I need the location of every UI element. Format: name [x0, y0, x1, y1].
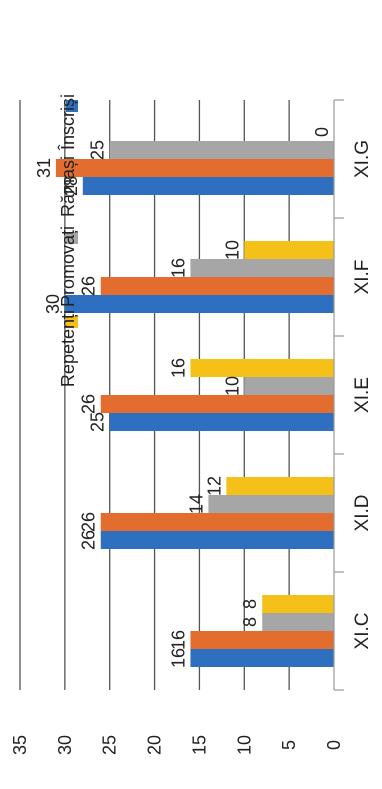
bar-XIC-1 — [190, 631, 334, 649]
value-tick-label: 10 — [234, 735, 254, 755]
data-label: 10 — [222, 240, 242, 260]
bar-XIG-0 — [82, 177, 334, 195]
data-label: 0 — [312, 127, 332, 137]
bar-XIF-3 — [244, 241, 334, 259]
bar-XIG-2 — [109, 141, 334, 159]
value-tick-label: 15 — [189, 735, 209, 755]
data-label: 14 — [186, 494, 206, 514]
bar-XIC-2 — [262, 613, 334, 631]
data-label: 26 — [79, 276, 99, 296]
data-label: 16 — [168, 630, 188, 650]
bar-XIF-0 — [64, 295, 334, 313]
legend-label: Rămași — [58, 156, 78, 217]
data-label: 16 — [168, 258, 188, 278]
legend-label: Repetenți — [58, 310, 78, 387]
value-tick-label: 35 — [10, 735, 30, 755]
category-label: XI.F — [352, 260, 373, 295]
bar-XIF-2 — [190, 259, 334, 277]
data-label: 16 — [168, 358, 188, 378]
category-label: XI.E — [352, 377, 373, 413]
legend-swatch — [66, 316, 78, 328]
data-label: 30 — [43, 294, 63, 314]
legend: Înscriși Rămași Promovați Repetenți — [58, 94, 78, 387]
value-tick-label: 25 — [100, 735, 120, 755]
bars — [55, 141, 335, 667]
data-label: 16 — [168, 648, 188, 668]
data-label: 25 — [88, 412, 108, 432]
category-label: XI.D — [352, 495, 373, 532]
legend-swatch — [66, 100, 78, 112]
bar-XIF-1 — [100, 277, 334, 295]
data-label: 10 — [222, 376, 242, 396]
bar-XIG-1 — [55, 159, 335, 177]
value-tick-label: 30 — [55, 735, 75, 755]
data-label: 25 — [88, 140, 108, 160]
data-label: 26 — [79, 530, 99, 550]
legend-swatch — [66, 232, 78, 244]
category-label: XI.G — [352, 140, 373, 178]
value-tick-label: 0 — [324, 740, 344, 750]
data-label: 31 — [34, 158, 54, 178]
bar-XIC-3 — [262, 595, 334, 613]
category-label: XI.C — [352, 613, 373, 650]
bar-XIE-2 — [244, 377, 334, 395]
bar-XID-3 — [226, 477, 334, 495]
data-label: 12 — [204, 476, 224, 496]
legend-swatch — [66, 162, 78, 174]
data-label: 28 — [61, 176, 81, 196]
bar-XIE-3 — [190, 359, 334, 377]
axes: 0 5 10 15 20 25 30 35 XI.C XI.D XI.E XI.F XI.G — [10, 99, 373, 755]
data-label: 26 — [79, 512, 99, 532]
bar-XIE-0 — [109, 413, 334, 431]
bar-XID-1 — [100, 513, 334, 531]
bar-XID-0 — [100, 531, 334, 549]
data-label: 26 — [79, 394, 99, 414]
bar-XIC-0 — [190, 649, 334, 667]
value-tick-label: 5 — [279, 740, 299, 750]
data-label: 8 — [240, 617, 260, 627]
value-tick-label: 20 — [145, 735, 165, 755]
bar-XIE-1 — [100, 395, 334, 413]
legend-label: Înscriși — [58, 94, 78, 151]
bar-XID-2 — [208, 495, 334, 513]
legend-label: Promovați — [58, 226, 78, 307]
data-label: 8 — [240, 599, 260, 609]
